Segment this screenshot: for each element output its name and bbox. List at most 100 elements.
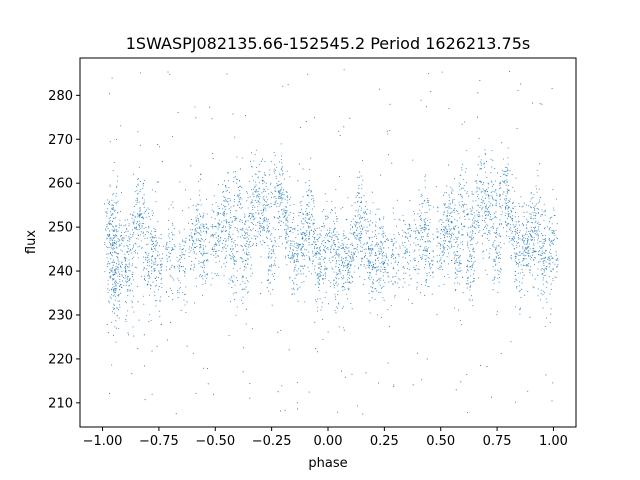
data-point	[345, 246, 347, 248]
data-point	[334, 296, 337, 298]
data-point	[232, 293, 234, 295]
data-point	[122, 237, 124, 239]
data-point	[222, 225, 225, 227]
data-point	[542, 239, 544, 241]
data-point	[294, 266, 296, 268]
data-point	[116, 253, 118, 255]
data-point	[283, 211, 285, 213]
data-point	[302, 236, 304, 238]
data-point	[449, 238, 451, 240]
data-point	[479, 188, 481, 190]
data-point	[123, 237, 125, 239]
data-point	[180, 256, 183, 259]
data-point	[455, 241, 457, 244]
data-point	[233, 262, 235, 265]
data-point	[318, 258, 320, 261]
data-point	[455, 288, 457, 290]
data-point	[421, 256, 423, 258]
data-point	[541, 250, 543, 252]
data-point	[257, 222, 259, 224]
data-point	[252, 193, 254, 195]
data-point	[243, 266, 246, 268]
data-point	[538, 251, 540, 253]
data-point	[521, 239, 523, 241]
data-point	[158, 285, 160, 288]
data-point	[524, 294, 526, 296]
data-point	[107, 253, 109, 255]
data-point	[439, 265, 441, 267]
data-point	[200, 204, 202, 206]
data-point	[538, 188, 540, 190]
data-point	[551, 242, 553, 244]
data-point	[258, 212, 260, 214]
data-point	[436, 206, 438, 208]
data-point	[131, 214, 133, 216]
data-point	[121, 261, 123, 263]
data-point	[135, 186, 137, 188]
data-point	[306, 191, 308, 193]
data-point	[134, 266, 136, 268]
data-point	[106, 253, 108, 255]
data-point	[538, 261, 540, 263]
data-point	[375, 254, 377, 256]
data-point	[232, 280, 234, 282]
data-point	[542, 234, 544, 237]
data-point	[459, 255, 461, 257]
data-point	[459, 260, 461, 262]
data-point	[485, 204, 487, 206]
data-point	[286, 170, 288, 172]
data-point	[486, 223, 488, 225]
data-point	[429, 219, 431, 221]
data-point	[388, 247, 390, 249]
data-point	[197, 219, 199, 222]
data-point	[361, 187, 363, 190]
data-point	[384, 240, 386, 243]
data-point	[369, 212, 371, 214]
data-point	[477, 92, 479, 94]
data-point	[146, 260, 148, 262]
data-point	[225, 220, 227, 222]
data-point	[109, 216, 111, 219]
data-point	[541, 258, 543, 260]
data-point	[108, 289, 110, 291]
data-point	[361, 257, 363, 259]
data-point	[522, 205, 524, 207]
data-point	[113, 259, 115, 261]
data-point	[484, 225, 486, 227]
data-point	[543, 238, 545, 240]
data-point	[364, 252, 366, 254]
data-point	[551, 400, 553, 402]
data-point	[217, 254, 219, 257]
data-point	[459, 247, 461, 250]
data-point	[322, 339, 324, 341]
data-point	[135, 237, 137, 240]
data-point	[391, 240, 393, 242]
data-point	[390, 256, 392, 258]
data-point	[357, 251, 359, 253]
data-point	[241, 246, 243, 248]
data-point	[110, 258, 112, 260]
data-point	[383, 216, 385, 218]
data-point	[524, 255, 526, 257]
data-point	[508, 237, 511, 240]
data-point	[557, 264, 559, 266]
data-point	[484, 192, 486, 194]
data-point	[246, 241, 248, 243]
data-point	[260, 256, 262, 258]
data-point	[144, 210, 146, 212]
data-point	[405, 233, 407, 235]
data-point	[390, 238, 392, 240]
data-point	[165, 290, 167, 293]
data-point	[332, 260, 334, 262]
data-point	[437, 210, 439, 212]
data-point	[360, 215, 362, 217]
data-point	[496, 172, 498, 174]
data-point	[486, 189, 488, 191]
data-point	[168, 246, 170, 248]
data-point	[275, 177, 277, 179]
data-point	[259, 194, 261, 196]
data-point	[255, 212, 257, 214]
data-point	[555, 254, 557, 256]
data-point	[120, 235, 123, 237]
data-point	[109, 184, 111, 186]
